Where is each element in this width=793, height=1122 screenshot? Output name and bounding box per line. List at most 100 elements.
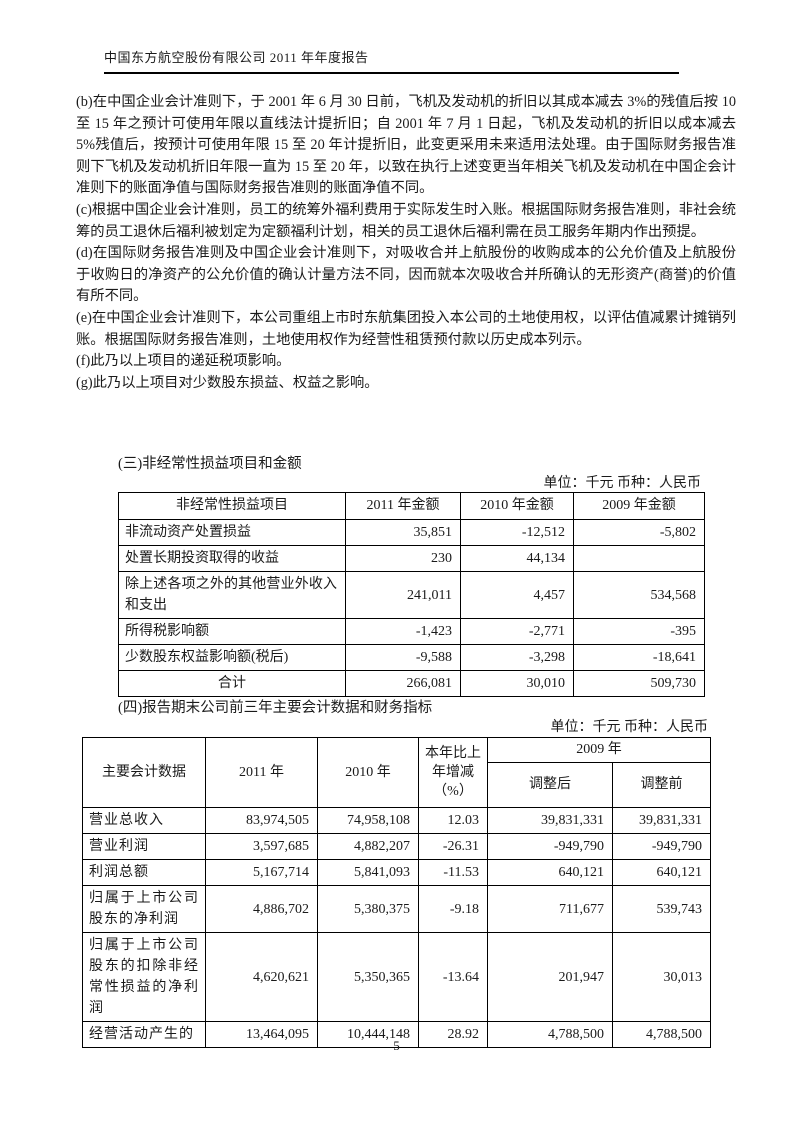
key-financials-table: 主要会计数据 2011 年 2010 年 本年比上 年增减 （%） 2009 年… (82, 737, 711, 1048)
footnote-e: (e)在中国企业会计准则下，本公司重组上市时东航集团投入本公司的土地使用权，以评… (76, 309, 736, 348)
section-title-non-recurring: (三)非经常性损益项目和金额 (118, 456, 302, 472)
table-row: 处置长期投资取得的收益 230 44,134 (118, 545, 705, 572)
value-2011: -1,423 (345, 618, 461, 645)
value-2011: 5,167,714 (205, 859, 318, 886)
value-change: -11.53 (418, 859, 488, 886)
value-2009-adjusted: -949,790 (487, 833, 613, 860)
table-row: 归属于上市公司股东的净利润 4,886,702 5,380,375 -9.18 … (82, 885, 711, 933)
value-2010: 4,882,207 (317, 833, 419, 860)
row-label: 除上述各项之外的其他营业外收入和支出 (118, 571, 346, 619)
value-2010: -12,512 (460, 519, 574, 546)
row-label: 非流动资产处置损益 (118, 519, 346, 546)
value-2009: 534,568 (573, 571, 705, 619)
col-header-adjusted: 调整后 (487, 762, 613, 808)
value-2010: 4,457 (460, 571, 574, 619)
table-row: 非流动资产处置损益 35,851 -12,512 -5,802 (118, 519, 705, 546)
running-header: 中国东方航空股份有限公司 2011 年年度报告 (104, 47, 679, 74)
col-header-2009: 2009 年金额 (573, 492, 705, 520)
col-header-2009-group: 2009 年 (487, 737, 711, 763)
value-2011: 13,464,095 (205, 1021, 318, 1048)
value-2009 (573, 545, 705, 572)
value-2009-before: -949,790 (612, 833, 711, 860)
col-header-2010: 2010 年 (317, 737, 419, 808)
col-header-change: 本年比上 年增减 （%） (418, 737, 488, 808)
row-label: 归属于上市公司股东的净利润 (82, 885, 206, 933)
value-change: -26.31 (418, 833, 488, 860)
table-row: 营业总收入 83,974,505 74,958,108 12.03 39,831… (82, 807, 711, 834)
value-2011: 4,620,621 (205, 932, 318, 1022)
table-total-row: 合计 266,081 30,010 509,730 (118, 670, 705, 697)
value-2009: -5,802 (573, 519, 705, 546)
value-2010: -3,298 (460, 644, 574, 671)
change-header-line3: （%） (433, 784, 473, 799)
unit-note-non-recurring: 单位：千元 币种：人民币 (543, 476, 702, 491)
total-2011: 266,081 (345, 670, 461, 697)
value-2009-before: 30,013 (612, 932, 711, 1022)
table-row: 所得税影响额 -1,423 -2,771 -395 (118, 618, 705, 645)
value-2010: 44,134 (460, 545, 574, 572)
row-label: 利润总额 (82, 859, 206, 886)
value-2010: 74,958,108 (317, 807, 419, 834)
row-label: 处置长期投资取得的收益 (118, 545, 346, 572)
col-header-2011: 2011 年 (205, 737, 318, 808)
table-subheader-row: 调整后 调整前 (83, 762, 711, 808)
page-number: 5 (393, 1038, 400, 1053)
table-row: 少数股东权益影响额(税后) -9,588 -3,298 -18,641 (118, 644, 705, 671)
value-2010: 5,380,375 (317, 885, 419, 933)
change-header-line1: 本年比上 (425, 746, 481, 761)
footnotes-block: (b)在中国企业会计准则下，于 2001 年 6 月 30 日前，飞机及发动机的… (76, 92, 736, 394)
value-2011: -9,588 (345, 644, 461, 671)
value-2009-adjusted: 201,947 (487, 932, 613, 1022)
total-2009: 509,730 (573, 670, 705, 697)
footnote-d: (d)在国际财务报告准则及中国企业会计准则下，对吸收合并上航股份的收购成本的公允… (76, 245, 736, 305)
col-header-2010: 2010 年金额 (460, 492, 574, 520)
table-row: 归属于上市公司股东的扣除非经常性损益的净利润 4,620,621 5,350,3… (82, 932, 711, 1022)
col-header-item: 非经常性损益项目 (118, 492, 346, 520)
value-2009-before: 4,788,500 (612, 1021, 711, 1048)
row-label: 营业利润 (82, 833, 206, 860)
total-label: 合计 (118, 670, 346, 697)
value-2009-adjusted: 39,831,331 (487, 807, 613, 834)
value-2011: 3,597,685 (205, 833, 318, 860)
row-label: 所得税影响额 (118, 618, 346, 645)
value-2009-adjusted: 711,677 (487, 885, 613, 933)
table-header-row: 非经常性损益项目 2011 年金额 2010 年金额 2009 年金额 (118, 492, 705, 520)
value-2009: -18,641 (573, 644, 705, 671)
change-header-line2: 年增减 (432, 765, 474, 780)
value-2011: 4,886,702 (205, 885, 318, 933)
footnote-f: (f)此乃以上项目的递延税项影响。 (76, 353, 291, 370)
footnote-c: (c)根据中国企业会计准则，员工的统筹外福利费用于实际发生时入账。根据国际财务报… (76, 201, 736, 240)
value-2009-before: 640,121 (612, 859, 711, 886)
table-row: 经营活动产生的 13,464,095 10,444,148 28.92 4,78… (82, 1021, 711, 1048)
col-header-before-adjust: 调整前 (612, 762, 711, 808)
table-row: 除上述各项之外的其他营业外收入和支出 241,011 4,457 534,568 (118, 571, 705, 619)
value-2011: 83,974,505 (205, 807, 318, 834)
value-2009: -395 (573, 618, 705, 645)
section-title-key-financials: (四)报告期末公司前三年主要会计数据和财务指标 (118, 700, 433, 716)
col-header-2011: 2011 年金额 (345, 492, 461, 520)
value-2009-adjusted: 4,788,500 (487, 1021, 613, 1048)
row-label: 归属于上市公司股东的扣除非经常性损益的净利润 (82, 932, 206, 1022)
footnote-g: (g)此乃以上项目对少数股东损益、权益之影响。 (76, 374, 379, 391)
value-2010: 5,350,365 (317, 932, 419, 1022)
value-2009-before: 539,743 (612, 885, 711, 933)
non-recurring-items-table: 非经常性损益项目 2011 年金额 2010 年金额 2009 年金额 非流动资… (118, 492, 705, 697)
value-2011: 241,011 (345, 571, 461, 619)
value-2011: 230 (345, 545, 461, 572)
table-row: 营业利润 3,597,685 4,882,207 -26.31 -949,790… (82, 833, 711, 860)
col-header-item: 主要会计数据 (82, 737, 206, 808)
value-change: 12.03 (418, 807, 488, 834)
table-header-row: 主要会计数据 2011 年 2010 年 本年比上 年增减 （%） 2009 年 (82, 737, 711, 808)
total-2010: 30,010 (460, 670, 574, 697)
value-change: -13.64 (418, 932, 488, 1022)
footnote-b: (b)在中国企业会计准则下，于 2001 年 6 月 30 日前，飞机及发动机的… (76, 94, 736, 197)
value-2010: -2,771 (460, 618, 574, 645)
unit-note-key-financials: 单位：千元 币种：人民币 (550, 720, 709, 735)
row-label: 少数股东权益影响额(税后) (118, 644, 346, 671)
row-label: 营业总收入 (82, 807, 206, 834)
value-2009-adjusted: 640,121 (487, 859, 613, 886)
value-2010: 5,841,093 (317, 859, 419, 886)
table-row: 利润总额 5,167,714 5,841,093 -11.53 640,121 … (82, 859, 711, 886)
value-2009-before: 39,831,331 (612, 807, 711, 834)
